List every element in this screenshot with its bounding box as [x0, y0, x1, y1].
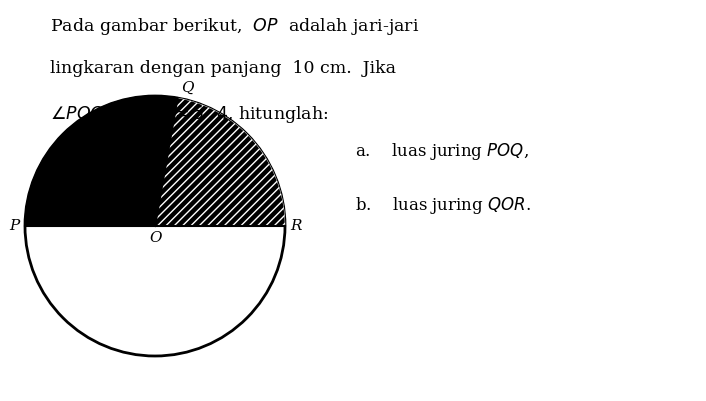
Text: lingkaran dengan panjang  10 cm.  Jika: lingkaran dengan panjang 10 cm. Jika — [50, 60, 396, 77]
Polygon shape — [25, 96, 285, 226]
Text: R: R — [290, 219, 301, 233]
Circle shape — [25, 96, 285, 356]
Text: b.    luas juring $QOR$.: b. luas juring $QOR$. — [355, 196, 531, 217]
Text: $\angle POQ : \angle QOR = 5 : 4$, hitunglah:: $\angle POQ : \angle QOR = 5 : 4$, hitun… — [50, 104, 328, 125]
Text: Pada gambar berikut,  $OP$  adalah jari-jari: Pada gambar berikut, $OP$ adalah jari-ja… — [50, 16, 419, 37]
Text: O: O — [150, 231, 162, 245]
Text: P: P — [8, 219, 19, 233]
Text: a.    luas juring $POQ$,: a. luas juring $POQ$, — [355, 140, 529, 162]
Text: Q: Q — [181, 81, 194, 95]
